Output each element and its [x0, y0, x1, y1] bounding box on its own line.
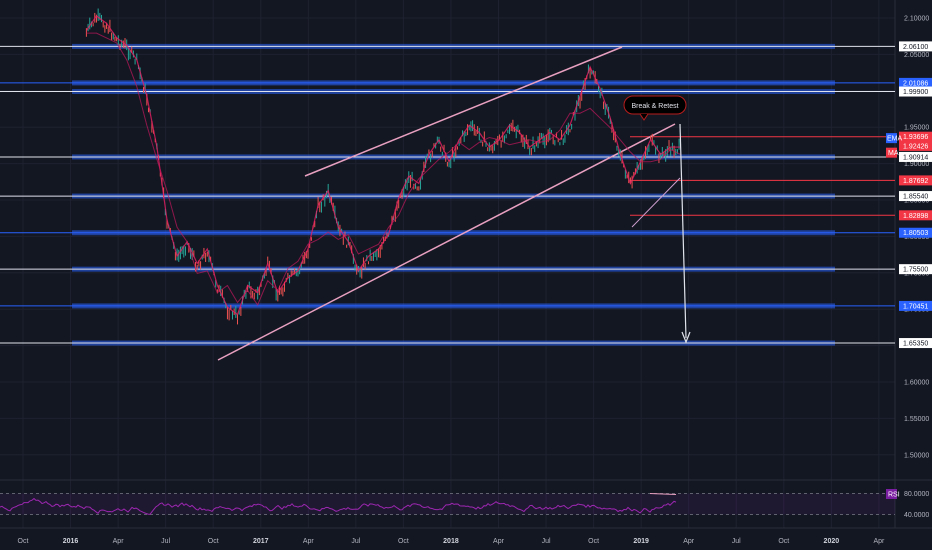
current-price-label: 1.92426 [903, 143, 928, 150]
time-tick-label: Jul [161, 538, 170, 545]
time-tick-label: Jul [542, 538, 551, 545]
time-tick-label: Apr [303, 538, 315, 545]
current-price-tag [899, 140, 932, 151]
rsi-tag-label: RSI [888, 492, 900, 499]
time-tick-label: 2020 [824, 538, 840, 545]
ma-tag-box [886, 147, 897, 158]
price-tick-label: 1.50000 [904, 452, 929, 459]
rsi-band [0, 493, 895, 515]
time-tick-label: Apr [113, 538, 125, 545]
level-price-label-3: 1.90914 [903, 154, 928, 161]
level-price-label-6: 1.75500 [903, 267, 928, 274]
red-price-tag-1 [899, 175, 932, 186]
time-tick-label: 2016 [63, 538, 79, 545]
ma-line [86, 32, 681, 306]
ema-tag-box [886, 133, 897, 144]
level-price-tag-5 [899, 227, 932, 238]
level-price-label-0: 2.06100 [903, 44, 928, 51]
red-price-label-0: 1.93696 [903, 134, 928, 141]
level-price-label-4: 1.85540 [903, 194, 928, 201]
projection-arrow-head [681, 331, 691, 344]
channel-lower-line [217, 123, 676, 361]
time-tick-label: Apr [683, 538, 695, 545]
price-tick-label: 1.90000 [904, 161, 929, 168]
time-tick-label: 2019 [633, 538, 649, 545]
price-tick-label: 1.55000 [904, 416, 929, 423]
time-tick-label: Apr [873, 538, 885, 545]
rsi-tick-label: 80.0000 [904, 491, 929, 498]
rsi-divergence-line [649, 493, 677, 496]
trend-support-line [631, 177, 681, 228]
level-price-label-5: 1.80503 [903, 230, 928, 237]
time-tick-label: Jul [351, 538, 360, 545]
time-tick-label: Apr [493, 538, 505, 545]
level-price-label-2: 1.99900 [903, 89, 928, 96]
level-price-tag-1 [899, 77, 932, 88]
time-tick-label: 2018 [443, 538, 459, 545]
time-tick-label: 2017 [253, 538, 269, 545]
price-tick-label: 2.05000 [904, 52, 929, 59]
ema-line [85, 15, 681, 316]
red-price-label-1: 1.87692 [903, 178, 928, 185]
price-tick-label: 1.95000 [904, 125, 929, 132]
time-tick-label: Jul [732, 538, 741, 545]
time-tick-label: Oct [398, 538, 409, 545]
level-price-tag-7 [899, 300, 932, 311]
annotation-text: Break & Retest [631, 103, 678, 110]
level-price-tag-4 [899, 191, 932, 202]
time-tick-label: Oct [588, 538, 599, 545]
time-tick-label: Oct [778, 538, 789, 545]
time-tick-label: Oct [208, 538, 219, 545]
level-price-label-8: 1.65350 [903, 341, 928, 348]
red-price-tag-0 [899, 131, 932, 142]
red-price-label-2: 1.82898 [903, 213, 928, 220]
level-price-tag-3 [899, 151, 932, 162]
channel-upper-line [304, 46, 623, 177]
red-price-tag-2 [899, 210, 932, 221]
level-price-label-7: 1.70451 [903, 303, 928, 310]
level-price-label-1: 2.01086 [903, 80, 928, 87]
annotation-pointer [639, 113, 649, 121]
rsi-tag-box [886, 489, 897, 499]
time-tick-label: Oct [18, 538, 29, 545]
ma-tag-label: MA [888, 150, 899, 157]
annotation-bubble: Break & Retest [623, 95, 687, 121]
annotation-box [623, 95, 687, 115]
rsi-tick-label: 40.0000 [904, 512, 929, 519]
rsi-line [0, 497, 677, 515]
level-price-tag-0 [899, 41, 932, 52]
price-tick-label: 2.10000 [904, 16, 929, 23]
ema-tag-label: EMA [887, 136, 903, 143]
projection-arrow-line [679, 123, 687, 339]
level-price-tag-8 [899, 338, 932, 349]
level-price-tag-6 [899, 264, 932, 275]
level-price-tag-2 [899, 86, 932, 97]
price-tick-label: 1.60000 [904, 380, 929, 387]
